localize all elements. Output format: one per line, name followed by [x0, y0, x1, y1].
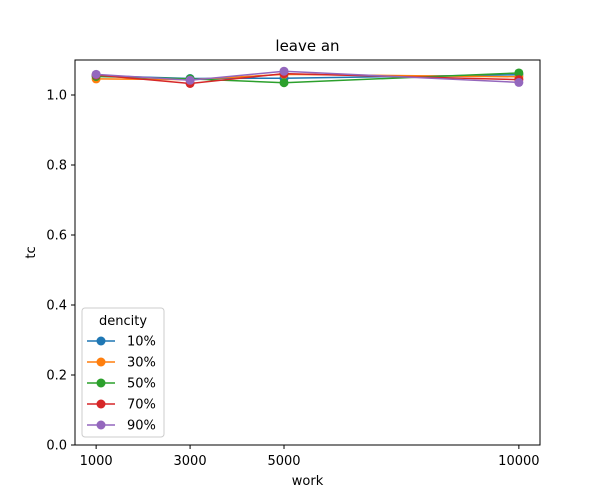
y-axis-ticks: 0.0 0.2 0.4 0.6 0.8 1.0 [46, 89, 75, 454]
data-point [514, 68, 524, 78]
y-tick-label: 0.6 [46, 229, 67, 244]
series-90pct [91, 66, 524, 87]
legend-marker [96, 399, 106, 409]
legend-entry: 50% [87, 377, 156, 392]
legend-marker [96, 378, 106, 388]
legend-label: 30% [127, 356, 156, 371]
y-tick-label: 0.0 [46, 439, 67, 454]
series-layer [91, 66, 524, 88]
data-point [91, 69, 101, 79]
data-point [279, 78, 289, 88]
chart-title: leave an [275, 37, 339, 55]
data-point [185, 75, 195, 85]
data-point [514, 77, 524, 87]
legend-entry: 30% [87, 356, 156, 371]
legend-marker [96, 420, 106, 430]
y-tick-label: 1.0 [46, 89, 67, 104]
series-line [96, 70, 519, 84]
y-tick-label: 0.8 [46, 159, 67, 174]
legend-label: 90% [127, 419, 156, 434]
legend-label: 10% [127, 335, 156, 350]
legend-entry: 70% [87, 398, 156, 413]
legend-marker [96, 357, 106, 367]
x-tick-label: 10000 [498, 454, 539, 469]
y-axis-label: tc [24, 246, 39, 258]
legend: dencity 10% 30% 50% 70% 90% [81, 307, 165, 438]
legend-label: 50% [127, 377, 156, 392]
y-tick-label: 0.4 [46, 299, 67, 314]
y-tick-label: 0.2 [46, 369, 67, 384]
legend-entry: 10% [87, 335, 156, 350]
x-tick-label: 1000 [80, 454, 113, 469]
legend-title: dencity [99, 314, 147, 329]
x-axis-ticks: 1000 3000 5000 10000 [80, 445, 540, 469]
legend-marker [96, 336, 106, 346]
x-tick-label: 5000 [267, 454, 300, 469]
legend-entry: 90% [87, 419, 156, 434]
x-tick-label: 3000 [174, 454, 207, 469]
legend-label: 70% [127, 398, 156, 413]
x-axis-label: work [292, 474, 324, 489]
data-point [279, 66, 289, 76]
